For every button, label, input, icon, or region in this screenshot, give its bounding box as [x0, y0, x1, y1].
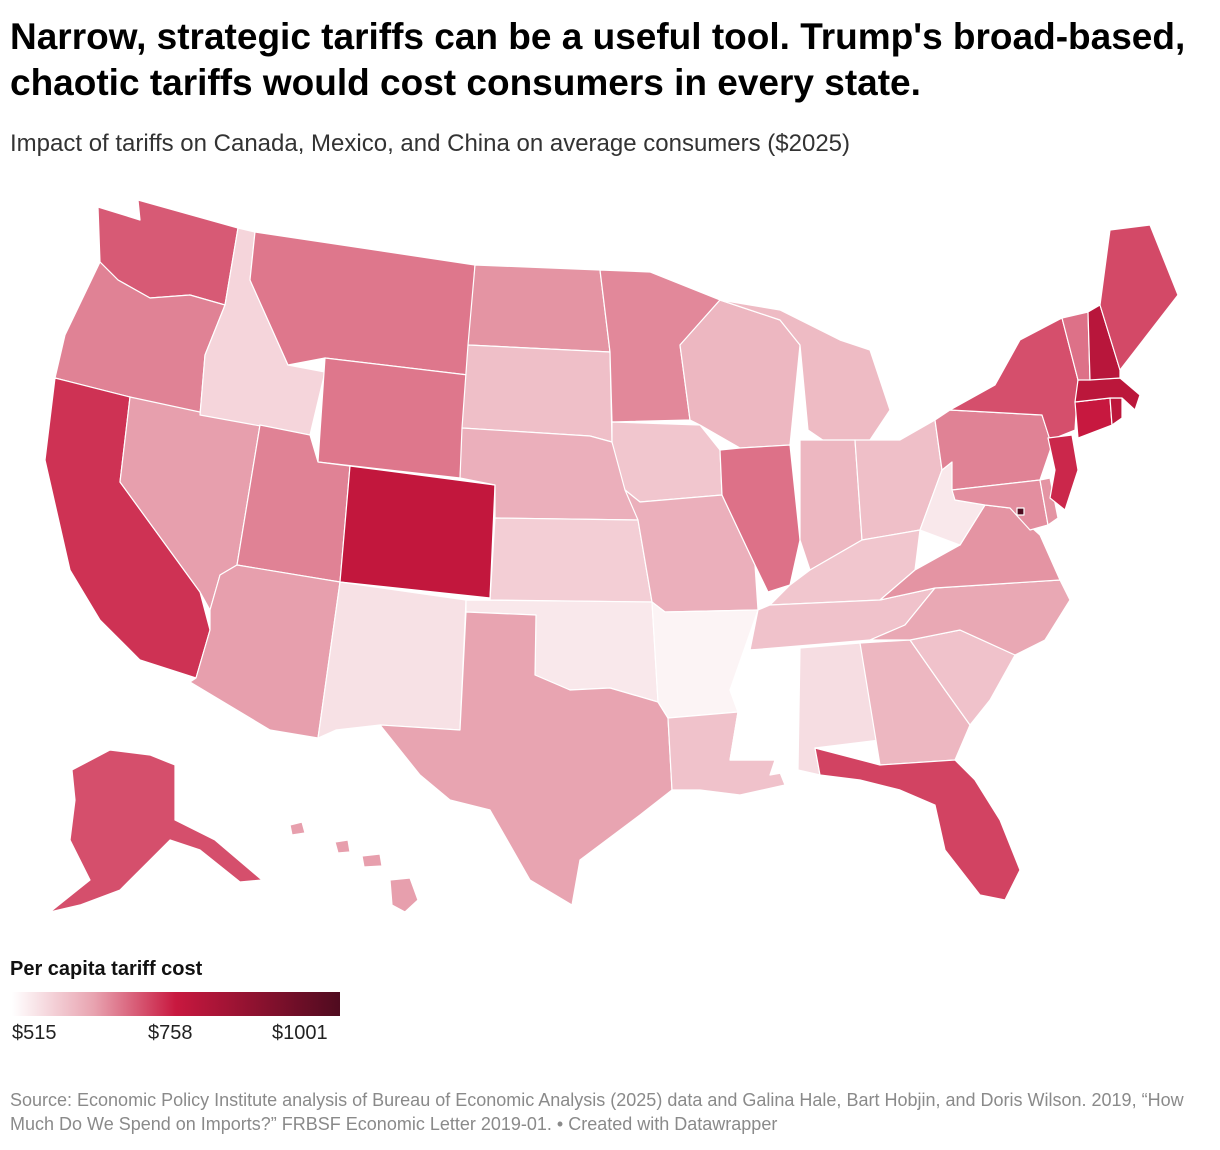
legend-title: Per capita tariff cost	[10, 958, 203, 980]
state-ND[interactable]	[467, 264, 611, 353]
chart-subtitle: Impact of tariffs on Canada, Mexico, and…	[10, 130, 851, 157]
state-IL[interactable]	[719, 444, 801, 593]
state-ME[interactable]	[1099, 224, 1179, 371]
state-MT[interactable]	[249, 231, 476, 376]
source-note: Source: Economic Policy Institute analys…	[10, 1090, 1184, 1134]
state-WY[interactable]	[317, 357, 469, 479]
chart-title: Narrow, strategic tariffs can be a usefu…	[10, 16, 1186, 103]
state-TX[interactable]	[379, 611, 673, 906]
state-MA[interactable]	[1074, 377, 1141, 411]
state-CT[interactable]	[1074, 397, 1113, 439]
legend-mid-label: $758	[148, 1022, 193, 1044]
state-DE[interactable]	[1039, 477, 1059, 526]
state-DC[interactable]	[1016, 507, 1025, 516]
us-choropleth-map	[44, 199, 1179, 913]
state-NJ[interactable]	[1047, 434, 1079, 511]
state-CO[interactable]	[339, 465, 496, 599]
state-AK[interactable]	[49, 749, 263, 913]
legend-max-label: $1001	[272, 1022, 328, 1044]
state-SD[interactable]	[461, 344, 613, 443]
state-MS[interactable]	[729, 647, 801, 776]
state-FL[interactable]	[814, 747, 1021, 901]
state-NM[interactable]	[317, 581, 467, 739]
state-NH[interactable]	[1087, 304, 1121, 381]
state-RI[interactable]	[1109, 397, 1123, 426]
state-PA[interactable]	[934, 409, 1053, 491]
legend-color-scale	[12, 992, 340, 1016]
state-HI[interactable]	[289, 821, 419, 913]
state-IA[interactable]	[611, 421, 723, 503]
state-KS[interactable]	[489, 517, 653, 603]
legend-min-label: $515	[12, 1022, 57, 1044]
